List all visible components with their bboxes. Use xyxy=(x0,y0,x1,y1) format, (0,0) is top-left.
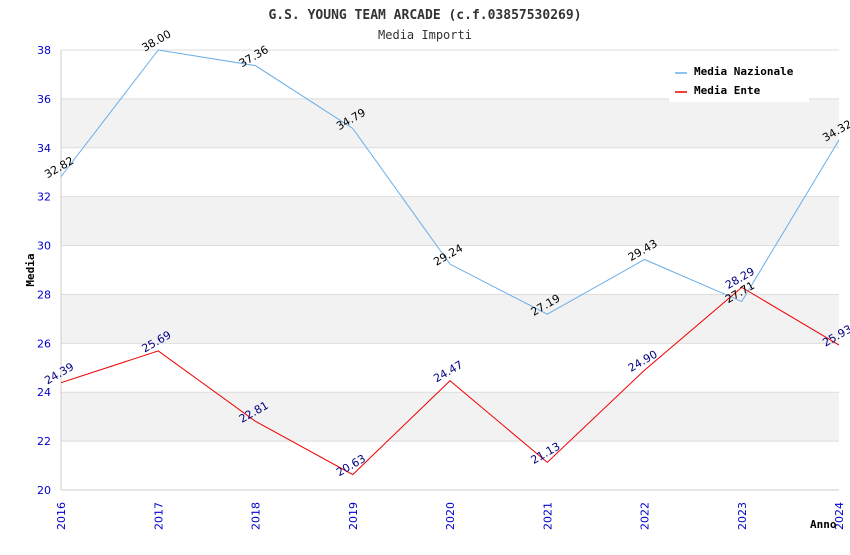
y-tick-label: 26 xyxy=(37,337,51,350)
legend: Media Nazionale Media Ente xyxy=(669,58,809,102)
x-tick-label: 2023 xyxy=(736,502,749,530)
grid-band xyxy=(61,196,839,246)
chart-title: G.S. YOUNG TEAM ARCADE (c.f.03857530269) xyxy=(268,8,581,23)
chart-subtitle: Media Importi xyxy=(378,28,472,42)
series-line-media-ente xyxy=(60,286,840,476)
legend-background xyxy=(669,58,809,102)
data-label: 20.63 xyxy=(334,452,368,479)
data-label: 24.47 xyxy=(431,358,465,385)
x-tick-labels: 2016 2017 2018 2019 2020 2021 2022 2023 2024 xyxy=(55,502,846,530)
y-tick-label: 28 xyxy=(37,288,51,301)
x-tick-label: 2022 xyxy=(639,502,652,530)
x-axis-title: Anno xyxy=(810,518,837,531)
x-tick-label: 2021 xyxy=(541,502,554,530)
legend-label-media-ente: Media Ente xyxy=(694,84,761,97)
gridlines xyxy=(61,49,839,491)
grid-band xyxy=(61,98,839,148)
data-label: 24.90 xyxy=(626,348,660,375)
grid-bands xyxy=(61,98,839,442)
y-tick-label: 22 xyxy=(37,435,51,448)
grid-band xyxy=(61,392,839,442)
y-tick-label: 36 xyxy=(37,93,51,106)
x-tick-label: 2016 xyxy=(55,502,68,530)
y-tick-labels: 20 22 24 26 28 30 32 34 36 38 xyxy=(37,44,51,497)
y-tick-label: 34 xyxy=(37,142,51,155)
y-tick-label: 38 xyxy=(37,44,51,57)
x-tick-label: 2019 xyxy=(347,502,360,530)
grid-band xyxy=(61,294,839,344)
x-tick-label: 2018 xyxy=(250,502,263,530)
y-axis-title: Media xyxy=(24,253,37,286)
data-label: 32.82 xyxy=(42,154,76,181)
legend-label-media-nazionale: Media Nazionale xyxy=(694,65,794,78)
y-tick-label: 24 xyxy=(37,386,51,399)
data-label: 24.39 xyxy=(42,360,76,387)
data-label: 37.36 xyxy=(237,43,271,70)
series-lines xyxy=(60,49,840,476)
x-tick-label: 2024 xyxy=(833,502,846,530)
x-tick-label: 2020 xyxy=(444,502,457,530)
x-tick-label: 2017 xyxy=(152,502,165,530)
series-line-media-nazionale xyxy=(60,49,840,315)
data-label: 21.13 xyxy=(529,440,563,467)
y-tick-label: 32 xyxy=(37,191,51,204)
y-tick-label: 20 xyxy=(37,484,51,497)
y-tick-label: 30 xyxy=(37,240,51,253)
